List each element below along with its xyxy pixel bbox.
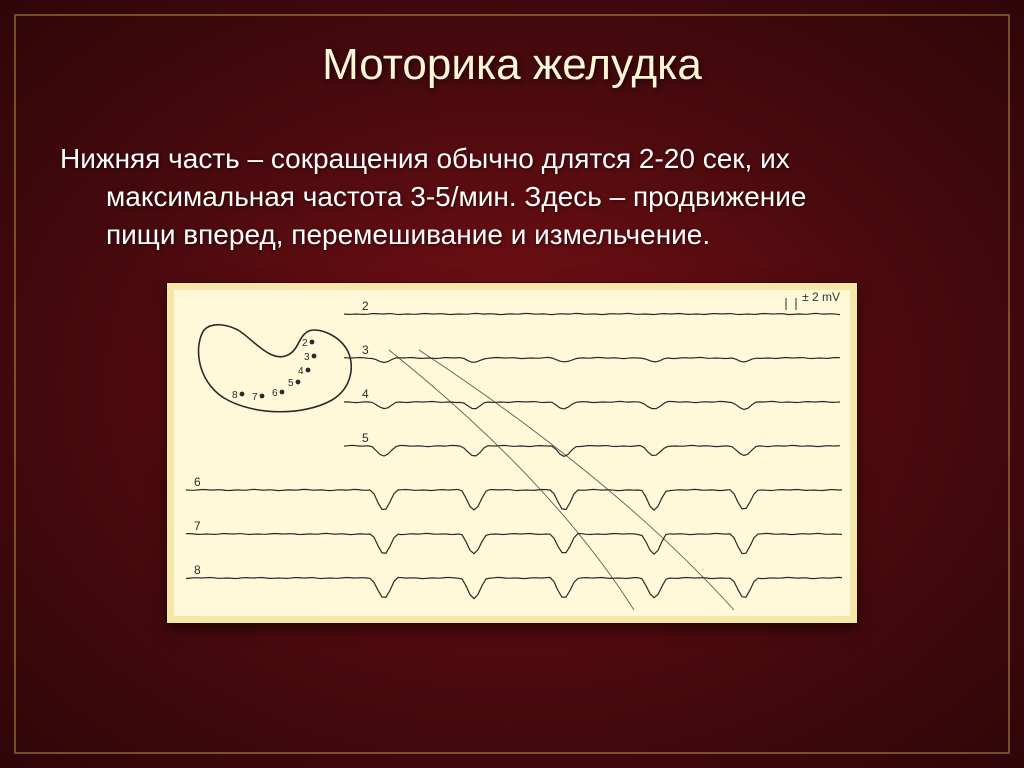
svg-text:4: 4 <box>298 366 304 377</box>
svg-text:8: 8 <box>232 390 238 401</box>
body-line-3: пищи вперед, перемешивание и измельчение… <box>106 216 964 254</box>
svg-text:2: 2 <box>362 299 369 313</box>
svg-text:8: 8 <box>194 563 201 577</box>
chart-svg: 23456782345678 <box>174 290 850 616</box>
slide-title: Моторика желудка <box>0 0 1024 90</box>
svg-text:2: 2 <box>302 338 308 349</box>
svg-text:4: 4 <box>362 387 369 401</box>
svg-text:5: 5 <box>362 431 369 445</box>
svg-text:7: 7 <box>252 392 258 403</box>
svg-text:6: 6 <box>194 475 201 489</box>
body-line-2: максимальная частота 3-5/мин. Здесь – пр… <box>106 178 964 216</box>
body-paragraph: Нижняя часть – сокращения обычно длятся … <box>60 140 964 253</box>
svg-text:3: 3 <box>304 352 310 363</box>
motility-chart: ± 2 mV 23456782345678 <box>167 283 857 623</box>
scale-label: ± 2 mV <box>802 290 840 304</box>
svg-text:3: 3 <box>362 343 369 357</box>
body-line-1: Нижняя часть – сокращения обычно длятся … <box>60 140 964 178</box>
svg-text:7: 7 <box>194 519 201 533</box>
svg-text:6: 6 <box>272 388 278 399</box>
svg-text:5: 5 <box>288 378 294 389</box>
